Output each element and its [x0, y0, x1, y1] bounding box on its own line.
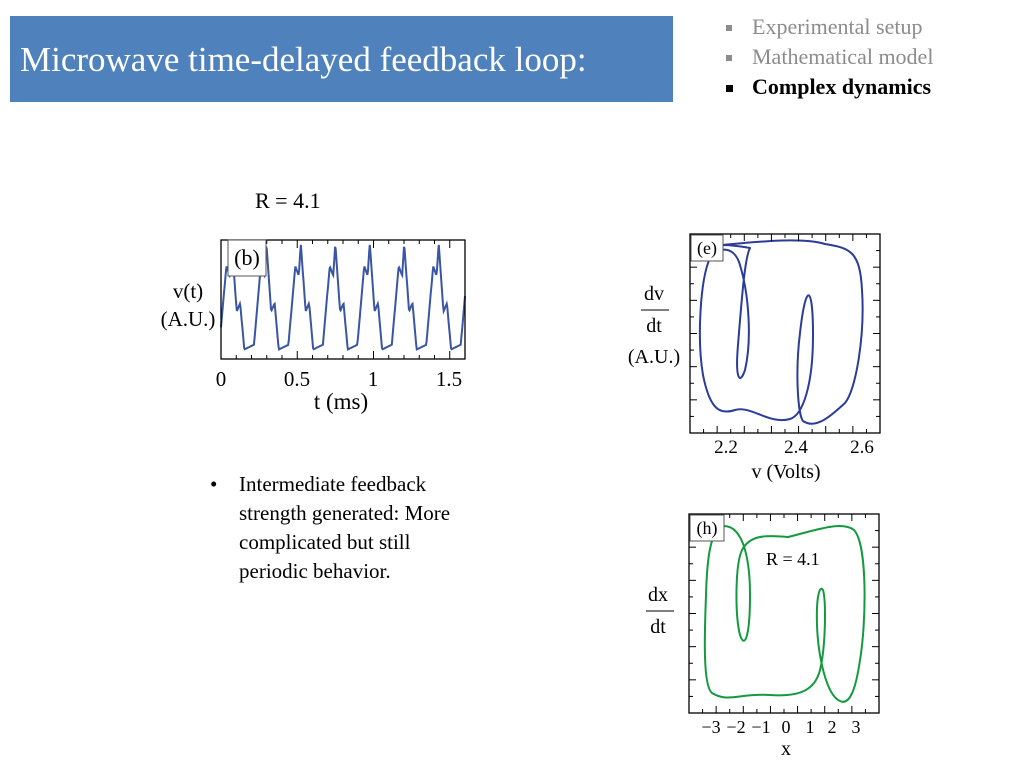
- square-bullet-icon: [726, 25, 732, 31]
- chart-b-xtick-label: 1.5: [436, 367, 462, 391]
- chart-b-ylabel: v(t): [173, 279, 203, 303]
- chart-h-xlabel: x: [781, 738, 791, 760]
- chart-h-xtick-label: −2: [726, 717, 745, 737]
- title-bar: [10, 16, 673, 102]
- chart-h-phase-portrait: dx dt (h) R = 4.1 −3 −2 −1 0 1 2 3 x: [646, 513, 880, 760]
- r-value-label: R = 4.1: [255, 188, 321, 213]
- chart-b-panel-label: (b): [234, 245, 260, 270]
- chart-b-xlabel: t (ms): [314, 389, 368, 414]
- chart-b-ylabel-units: (A.U.): [161, 307, 216, 331]
- chart-h-ticks: [689, 514, 879, 713]
- chart-h-tick-labels: −3 −2 −1 0 1 2 3: [701, 717, 860, 737]
- square-bullet-icon: [726, 55, 732, 61]
- chart-e-xtick-label: 2.4: [784, 437, 808, 458]
- chart-h-xtick-label: 1: [806, 717, 815, 737]
- chart-h-ylabel-num: dx: [648, 584, 668, 606]
- section-nav: Experimental setup Mathematical model Co…: [720, 14, 1020, 104]
- chart-e-ylabel-units: (A.U.): [628, 346, 680, 368]
- chart-e-ticks: [690, 234, 880, 433]
- chart-b-xtick-label: 0: [216, 367, 227, 391]
- chart-e-tick-labels: 2.2 2.4 2.6: [714, 437, 874, 458]
- chart-h-frame: [688, 513, 880, 714]
- bullet-dot-icon: •: [210, 472, 218, 496]
- chart-h-xtick-label: 0: [782, 717, 791, 737]
- chart-h-annotation: R = 4.1: [766, 549, 820, 569]
- chart-h-ylabel-den: dt: [650, 616, 666, 638]
- chart-e-xlabel: v (Volts): [751, 461, 820, 483]
- chart-h-panel-label: (h): [697, 518, 718, 539]
- chart-b-tick-labels: 0 0.5 1 1.5: [216, 367, 462, 391]
- chart-b-panel-box: [227, 239, 267, 277]
- chart-h-xtick-label: −3: [701, 717, 720, 737]
- chart-b-time-series: v(t) (A.U.) (b) 0 0.5 1 1.5 t (ms): [161, 239, 466, 414]
- nav-item-label: Complex dynamics: [752, 74, 932, 99]
- chart-b-xtick-label: 1: [368, 367, 379, 391]
- nav-item-mathematical-model[interactable]: Mathematical model: [720, 44, 1020, 74]
- chart-e-panel-box: [690, 234, 724, 262]
- nav-item-complex-dynamics[interactable]: Complex dynamics: [720, 74, 1020, 104]
- chart-e-phase-portrait: dv dt (A.U.) (e) 2.2 2.4 2.6 v (Volts): [628, 233, 881, 483]
- nav-item-label: Mathematical model: [752, 44, 934, 69]
- chart-e-ylabel-den: dt: [646, 315, 662, 337]
- chart-h-series-line: [703, 524, 866, 703]
- chart-e-xtick-label: 2.2: [714, 437, 738, 458]
- chart-h-panel-box: [689, 514, 725, 542]
- nav-item-experimental-setup[interactable]: Experimental setup: [720, 14, 1020, 44]
- chart-b-xtick-label: 0.5: [284, 367, 310, 391]
- chart-e-ylabel-num: dv: [644, 283, 664, 305]
- chart-e-series-line: [698, 239, 864, 425]
- bullet-text: Intermediate feedback strength generated…: [239, 472, 451, 583]
- chart-h-xtick-label: 2: [828, 717, 837, 737]
- chart-h-xtick-label: −1: [751, 717, 770, 737]
- page-title: Microwave time-delayed feedback loop:: [20, 40, 587, 79]
- chart-h-xtick-label: 3: [852, 717, 861, 737]
- chart-e-panel-label: (e): [697, 238, 717, 259]
- square-bullet-icon: [726, 85, 733, 92]
- chart-e-frame: [689, 233, 881, 434]
- nav-item-label: Experimental setup: [752, 14, 923, 39]
- chart-e-xtick-label: 2.6: [850, 437, 874, 458]
